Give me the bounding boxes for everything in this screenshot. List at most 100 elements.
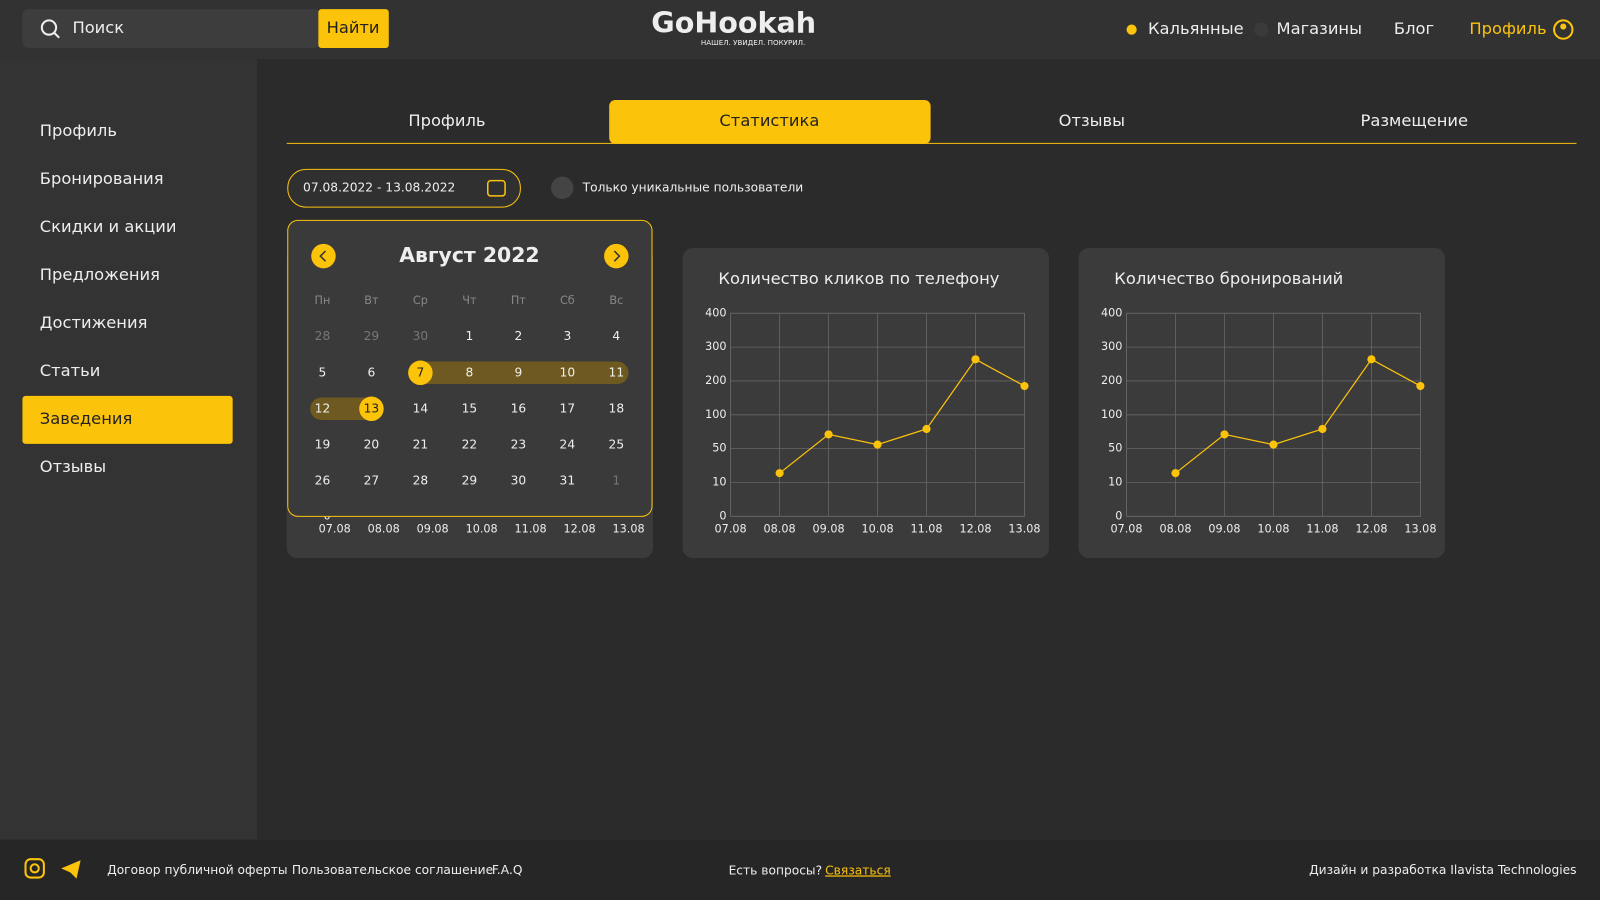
y-tick-label: 0 — [1115, 509, 1122, 522]
day[interactable]: 13 — [364, 401, 380, 415]
x-tick-label: 11.08 — [515, 523, 547, 536]
day[interactable]: 21 — [413, 437, 429, 451]
next-arrow — [613, 250, 621, 262]
x-tick-label: 07.08 — [319, 523, 351, 536]
x-tick-label: 09.08 — [417, 523, 449, 536]
y-tick-label: 0 — [719, 509, 726, 522]
sidebar-item[interactable]: Профиль — [40, 121, 117, 140]
footer-link[interactable]: Договор публичной оферты — [107, 863, 287, 877]
x-tick-label: 09.08 — [813, 523, 845, 536]
contact-link[interactable]: Связаться — [825, 863, 891, 877]
footer-link[interactable]: Пользовательское соглашение — [292, 863, 493, 877]
y-tick-label: 300 — [1101, 340, 1122, 353]
day[interactable]: 29 — [462, 473, 478, 487]
calendar-title: Август 2022 — [399, 243, 539, 267]
x-tick-label: 10.08 — [466, 523, 498, 536]
day[interactable]: 20 — [364, 437, 380, 451]
date-input[interactable] — [287, 168, 521, 208]
sidebar-item[interactable]: Заведения — [40, 409, 133, 428]
point — [1416, 381, 1425, 391]
y-tick-label: 100 — [705, 408, 726, 421]
sidebar-item[interactable]: Бронирования — [40, 169, 164, 188]
search-button[interactable] — [318, 9, 389, 48]
prev-arrow — [319, 250, 327, 262]
day[interactable]: 30 — [511, 473, 527, 487]
footer-link[interactable]: F.A.Q — [492, 863, 523, 877]
sidebar — [0, 59, 258, 840]
point — [1269, 440, 1278, 449]
user-icon[interactable] — [1553, 19, 1574, 40]
day[interactable]: 12 — [315, 401, 331, 415]
day[interactable]: 19 — [315, 437, 331, 451]
next-month[interactable] — [604, 243, 629, 269]
day[interactable]: 24 — [560, 437, 576, 451]
search-icon — [40, 19, 58, 36]
day[interactable]: 6 — [368, 365, 376, 379]
line — [1175, 358, 1421, 474]
sidebar-active — [22, 395, 233, 444]
x-tick-label: 13.08 — [1404, 523, 1436, 536]
y-tick-label: 200 — [1101, 374, 1122, 387]
tab[interactable]: Статистика — [719, 111, 819, 130]
x-tick-label: 13.08 — [613, 523, 645, 536]
point — [1020, 381, 1029, 391]
day[interactable]: 17 — [560, 401, 576, 415]
day[interactable]: 28 — [413, 473, 429, 487]
search-box[interactable] — [22, 9, 321, 48]
weekday: Вт — [364, 294, 379, 307]
day[interactable]: 3 — [563, 329, 571, 343]
tab[interactable]: Размещение — [1361, 111, 1469, 130]
tab[interactable]: Отзывы — [1059, 111, 1125, 130]
point — [775, 469, 784, 478]
question: Есть вопросы? — [729, 863, 823, 877]
day[interactable]: 29 — [364, 329, 380, 343]
day[interactable]: 1 — [612, 473, 620, 487]
day[interactable]: 1 — [465, 329, 473, 343]
day[interactable]: 14 — [413, 401, 429, 415]
day[interactable]: 8 — [465, 365, 473, 379]
day[interactable]: 10 — [560, 365, 576, 379]
day[interactable]: 27 — [364, 473, 380, 487]
day[interactable]: 30 — [413, 329, 429, 343]
nav-dot — [1254, 22, 1269, 37]
tab[interactable]: Профиль — [408, 111, 485, 130]
sidebar-item[interactable]: Достижения — [40, 313, 148, 332]
sidebar-item[interactable]: Скидки и акции — [40, 217, 177, 236]
sidebar-item[interactable]: Отзывы — [40, 457, 106, 476]
day[interactable]: 4 — [612, 329, 620, 343]
day[interactable]: 26 — [315, 473, 331, 487]
nav-item[interactable]: Профиль — [1469, 19, 1546, 38]
day[interactable]: 16 — [511, 401, 527, 415]
day[interactable]: 25 — [609, 437, 625, 451]
day[interactable]: 23 — [511, 437, 527, 451]
toggle[interactable] — [551, 176, 574, 199]
day[interactable]: 11 — [609, 365, 625, 379]
x-tick-label: 08.08 — [764, 523, 796, 536]
nav-item[interactable]: Кальянные — [1148, 19, 1244, 38]
day[interactable]: 31 — [560, 473, 576, 487]
x-tick-label: 09.08 — [1208, 523, 1240, 536]
prev-month[interactable] — [311, 243, 336, 269]
nav-item[interactable]: Магазины — [1277, 19, 1362, 38]
day[interactable]: 18 — [609, 401, 625, 415]
telegram-icon[interactable] — [61, 860, 81, 879]
day[interactable]: 2 — [514, 329, 522, 343]
point — [1367, 355, 1376, 364]
day[interactable]: 7 — [417, 365, 425, 379]
day[interactable]: 22 — [462, 437, 478, 451]
day[interactable]: 15 — [462, 401, 478, 415]
nav-item[interactable]: Блог — [1394, 19, 1434, 38]
day[interactable]: 9 — [514, 365, 522, 379]
day[interactable]: 5 — [319, 365, 327, 379]
day[interactable]: 28 — [315, 329, 331, 343]
contact-line: Есть вопросы? Связаться — [729, 863, 891, 877]
instagram-icon[interactable] — [24, 858, 45, 879]
search-placeholder: Поиск — [72, 18, 124, 37]
point — [922, 424, 931, 434]
weekday: Вс — [609, 294, 623, 307]
sidebar-item[interactable]: Статьи — [40, 361, 101, 380]
y-tick-label: 10 — [1108, 475, 1122, 488]
logo: GoHookah — [651, 5, 816, 39]
chart-title: Количество кликов по телефону — [718, 269, 999, 288]
sidebar-item[interactable]: Предложения — [40, 265, 160, 284]
